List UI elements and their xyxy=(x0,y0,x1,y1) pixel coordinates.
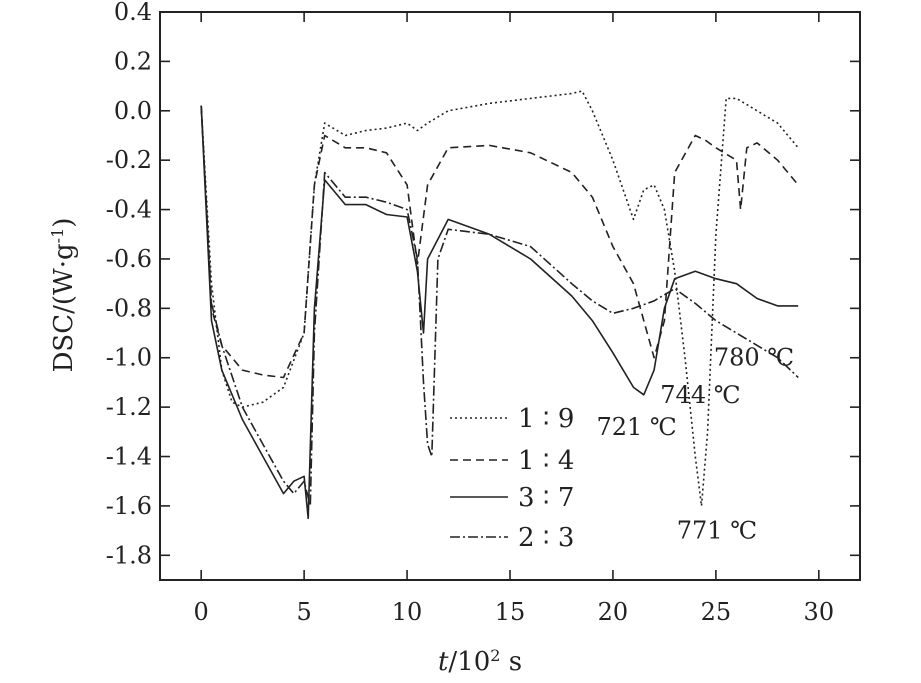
legend-label-2: 1 ∶ 4 xyxy=(518,446,574,476)
x-tick-label: 0 xyxy=(194,598,209,626)
y-tick-labels: 0.4 0.2 0.0 -0.2 -0.4 -0.6 -0.8 -1.0 -1.2 -1.4 -1.… xyxy=(106,0,152,569)
y-axis-label: DSC/(W·g-1) xyxy=(48,218,80,373)
temperature-annotation: 780 ℃ xyxy=(714,344,794,372)
x-tick-label: 20 xyxy=(598,598,629,626)
y-tick-label: -1.8 xyxy=(106,541,152,569)
x-tick-labels: 0 5 10 15 20 25 30 xyxy=(194,598,835,626)
legend: 1 ∶ 9 1 ∶ 4 3 ∶ 7 2 ∶ 3 xyxy=(450,404,574,553)
x-tick-label: 15 xyxy=(495,598,526,626)
axis-ticks xyxy=(160,11,860,580)
y-tick-label: 0.2 xyxy=(114,47,152,75)
y-tick-label: -0.6 xyxy=(106,245,152,273)
legend-label-3: 3 ∶ 7 xyxy=(518,483,574,513)
y-tick-label: 0.4 xyxy=(114,0,152,26)
plot-frame xyxy=(159,11,861,581)
x-tick-label: 5 xyxy=(296,598,311,626)
temperature-annotation: 721 ℃ xyxy=(596,413,676,441)
y-tick-label: -0.8 xyxy=(106,294,152,322)
y-tick-label: -1.4 xyxy=(106,443,152,471)
y-tick-label: -1.6 xyxy=(106,492,152,520)
series-line-1 xyxy=(200,90,799,507)
series-line-3 xyxy=(200,105,799,520)
x-tick-label: 10 xyxy=(392,598,423,626)
y-tick-label: -1.2 xyxy=(106,393,152,421)
series-line-2 xyxy=(200,105,799,379)
series-line-4 xyxy=(200,105,799,507)
legend-label-1: 1 ∶ 9 xyxy=(518,404,574,434)
annotations: 780 ℃ 744 ℃ 721 ℃ 771 ℃ xyxy=(596,344,794,545)
x-tick-label: 25 xyxy=(701,598,732,626)
x-axis-label: t/102 s xyxy=(438,646,522,678)
series-lines xyxy=(200,90,799,520)
legend-label-4: 2 ∶ 3 xyxy=(518,523,574,553)
y-tick-label: 0.0 xyxy=(114,97,152,125)
y-tick-label: -0.2 xyxy=(106,146,152,174)
y-tick-label: -1.0 xyxy=(106,344,152,372)
temperature-annotation: 771 ℃ xyxy=(677,517,757,545)
y-tick-label: -0.4 xyxy=(106,196,152,224)
x-tick-label: 30 xyxy=(804,598,835,626)
temperature-annotation: 744 ℃ xyxy=(660,381,740,409)
